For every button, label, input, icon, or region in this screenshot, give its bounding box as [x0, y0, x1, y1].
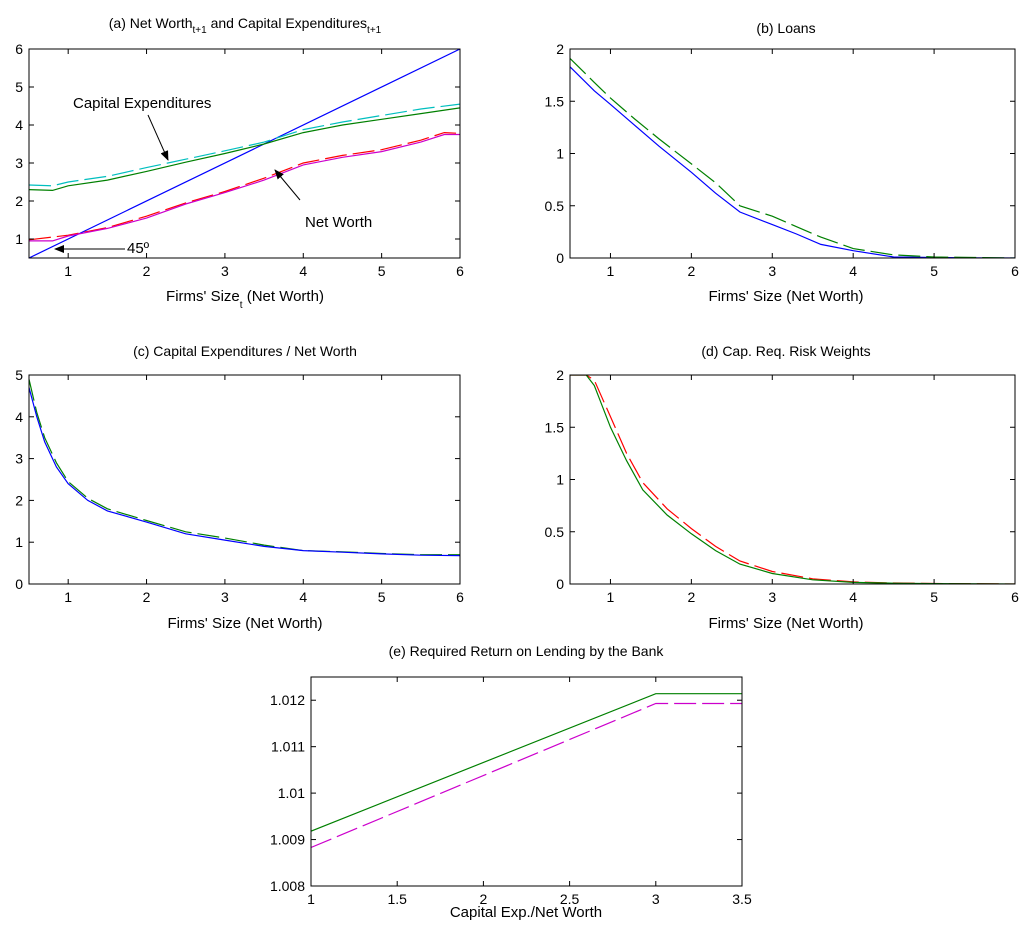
- panel-b-xlabel: Firms' Size (Net Worth): [708, 288, 863, 305]
- panel-a-net-worth-capex: (a) Net Wortht+1 and Capital Expenditure…: [15, 15, 464, 311]
- panel-a-series-group: [29, 49, 460, 258]
- panel-c-xtick-label: 1: [64, 589, 72, 605]
- panel-e-ytick-label: 1.009: [270, 832, 305, 848]
- panel-d-xtick-label: 2: [687, 589, 695, 605]
- panel-b-xtick-label: 3: [768, 263, 776, 279]
- panel-a-ytick-label: 3: [15, 155, 23, 171]
- panel-a-xtick-label: 3: [221, 263, 229, 279]
- panel-a-xtick-label: 1: [64, 263, 72, 279]
- panel-a-title: (a) Net Wortht+1 and Capital Expenditure…: [109, 15, 382, 36]
- panel-d-xlabel: Firms' Size (Net Worth): [708, 615, 863, 632]
- panel-d-title: (d) Cap. Req. Risk Weights: [701, 343, 870, 359]
- panel-e-series-1-line: [311, 702, 742, 849]
- panel-b-xtick-label: 4: [849, 263, 857, 279]
- panel-c-xtick-label: 6: [456, 589, 464, 605]
- panel-e-title: (e) Required Return on Lending by the Ba…: [389, 643, 665, 659]
- panel-e-xlabel: Capital Exp./Net Worth: [450, 904, 602, 921]
- panel-d-xtick-label: 6: [1011, 589, 1019, 605]
- panel-c-series-1-line: [29, 387, 460, 557]
- capex-arrow: [147, 114, 169, 161]
- panel-d-ytick-label: 1.5: [545, 419, 565, 435]
- panel-a-ytick-label: 6: [15, 41, 23, 57]
- panel-a-xtick-label: 4: [299, 263, 307, 279]
- panel-e-ytick-label: 1.008: [270, 878, 305, 894]
- panel-c-series-0-line: [29, 379, 460, 556]
- panel-c-ytick-label: 2: [15, 492, 23, 508]
- panel-d-xtick-label: 5: [930, 589, 938, 605]
- panel-c-xtick-label: 3: [221, 589, 229, 605]
- panel-e-xtick-label: 3: [652, 891, 660, 907]
- panel-a-ytick-label: 2: [15, 193, 23, 209]
- panel-e-xtick-label: 1.5: [387, 891, 407, 907]
- panel-b-axes-box: [569, 48, 1016, 259]
- panel-d-series-1-line: [570, 375, 1015, 584]
- panel-b-ytick-label: 2: [556, 41, 564, 57]
- panel-c-ytick-label: 0: [15, 576, 23, 592]
- panel-a-axes-box: [28, 48, 461, 259]
- panel-e-series-0-line: [311, 693, 742, 832]
- panel-d-ytick-label: 1: [556, 472, 564, 488]
- net-worth-arrow: [274, 169, 301, 201]
- panel-d-xtick-label: 1: [607, 589, 615, 605]
- panel-c-xlabel: Firms' Size (Net Worth): [167, 615, 322, 632]
- panel-b-series-1-line: [570, 57, 1015, 258]
- panel-d-xtick-label: 3: [768, 589, 776, 605]
- panel-a-series-4-line: [29, 133, 460, 242]
- angle-45-annotation: 45º: [127, 240, 150, 257]
- panel-b-xtick-label: 2: [687, 263, 695, 279]
- panel-c-ytick-label: 5: [15, 367, 23, 383]
- panel-d-ytick-label: 0: [556, 576, 564, 592]
- panel-c-capex-ratio: (c) Capital Expenditures / Net Worth Fir…: [15, 343, 464, 632]
- net-worth-annotation: Net Worth: [305, 214, 372, 231]
- panel-b-series-group: [570, 57, 1015, 258]
- panel-b-loans: (b) Loans Firms' Size (Net Worth) 1 2 3 4 5 6…: [545, 20, 1020, 305]
- panel-d-risk-weights: (d) Cap. Req. Risk Weights Firms' Size (…: [545, 343, 1020, 632]
- panel-e-required-return: (e) Required Return on Lending by the Ba…: [270, 643, 752, 921]
- panel-c-xtick-label: 5: [378, 589, 386, 605]
- capex-annotation: Capital Expenditures: [73, 95, 211, 112]
- panel-b-series-0-line: [570, 66, 1015, 258]
- panel-e-ytick-label: 1.012: [270, 692, 305, 708]
- panel-c-ytick-label: 3: [15, 451, 23, 467]
- panel-c-xtick-label: 2: [143, 589, 151, 605]
- panel-d-series-group: [570, 375, 1015, 584]
- panel-b-ytick-label: 0.5: [545, 198, 565, 214]
- panel-a-xtick-label: 5: [378, 263, 386, 279]
- panel-d-ytick-label: 0.5: [545, 524, 565, 540]
- panel-a-xtick-label: 2: [143, 263, 151, 279]
- panel-b-xtick-label: 5: [930, 263, 938, 279]
- panel-a-ytick-label: 4: [15, 117, 23, 133]
- panel-a-xtick-label: 6: [456, 263, 464, 279]
- panel-a-series-2-line: [29, 103, 460, 187]
- panel-c-title: (c) Capital Expenditures / Net Worth: [133, 343, 357, 359]
- panel-e-ytick-label: 1.01: [278, 785, 305, 801]
- panel-b-ytick-label: 1.5: [545, 93, 565, 109]
- panel-e-xtick-label: 1: [307, 891, 315, 907]
- panel-c-series-group: [29, 379, 460, 557]
- panel-d-ytick-label: 2: [556, 367, 564, 383]
- panel-b-xtick-label: 6: [1011, 263, 1019, 279]
- panel-c-ytick-label: 1: [15, 534, 23, 550]
- panel-e-axes-box: [310, 676, 743, 887]
- panel-a-ytick-label: 1: [15, 231, 23, 247]
- panel-e-series-group: [311, 693, 742, 849]
- panel-a-ytick-label: 5: [15, 79, 23, 95]
- panel-e-xtick-label: 3.5: [732, 891, 752, 907]
- panel-a-series-1-line: [29, 107, 460, 192]
- panel-a-series-3-line: [29, 131, 460, 241]
- panel-b-ytick-label: 0: [556, 250, 564, 266]
- panel-b-xtick-label: 1: [607, 263, 615, 279]
- panel-e-xtick-label: 2.5: [560, 891, 580, 907]
- panel-e-xtick-label: 2: [480, 891, 488, 907]
- panel-d-xtick-label: 4: [849, 589, 857, 605]
- panel-a-xlabel: Firms' Sizet (Net Worth): [166, 288, 324, 311]
- panel-c-axes-box: [28, 374, 461, 585]
- panel-e-ytick-label: 1.011: [271, 739, 305, 755]
- panel-c-ytick-label: 4: [15, 409, 23, 425]
- panel-a-series-0-line: [29, 49, 460, 258]
- panel-b-title: (b) Loans: [756, 20, 815, 36]
- panel-c-xtick-label: 4: [299, 589, 307, 605]
- panel-b-ytick-label: 1: [556, 146, 564, 162]
